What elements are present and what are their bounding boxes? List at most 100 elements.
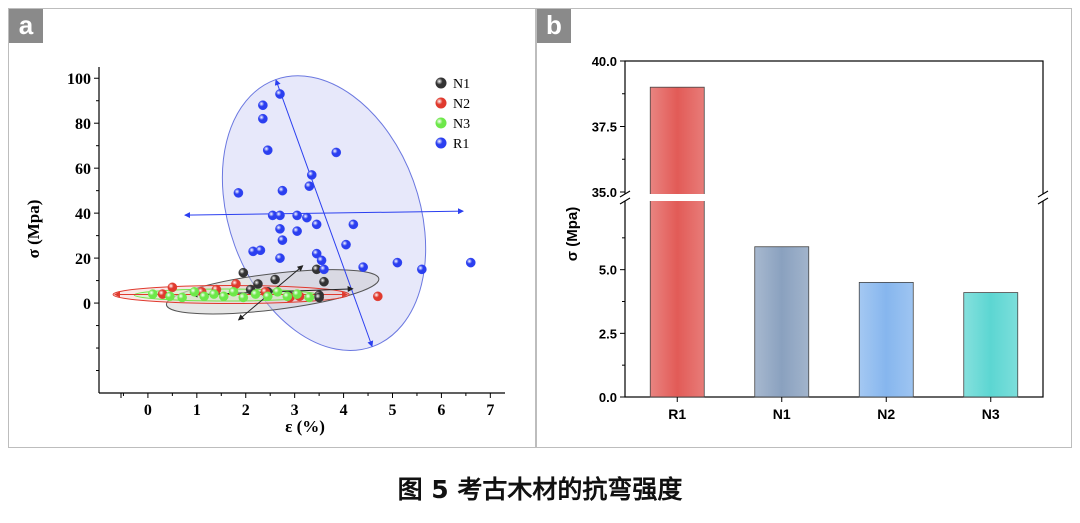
point-N3 bbox=[189, 287, 200, 297]
y-tick-label: 100 bbox=[67, 71, 91, 88]
x-tick-label: R1 bbox=[668, 406, 686, 422]
legend-label-N2: N2 bbox=[453, 97, 470, 112]
x-tick-label: 5 bbox=[388, 402, 396, 419]
legend-label-N3: N3 bbox=[453, 117, 470, 132]
point-N3 bbox=[165, 291, 175, 302]
point-N3 bbox=[250, 289, 261, 299]
scatter-chart: 0 1 2 3 4 5 6 7 0 20 40 60 80 100 ε (%) σ (Mpa) N1 N2 N3 R1 bbox=[24, 67, 505, 436]
point-N3 bbox=[228, 287, 239, 297]
panel-b-tag: b bbox=[537, 9, 571, 43]
x-tick-label: 1 bbox=[193, 402, 201, 419]
point-R1 bbox=[292, 210, 302, 221]
point-R1 bbox=[275, 210, 285, 221]
point-R1 bbox=[311, 248, 322, 259]
point-R1 bbox=[331, 147, 342, 158]
point-R1 bbox=[255, 245, 266, 256]
legend-marker-N1 bbox=[435, 77, 447, 89]
figure-caption: 图 5 考古木材的抗弯强度 bbox=[397, 475, 683, 504]
legend-label-R1: R1 bbox=[453, 137, 469, 152]
panel-a-tag: a bbox=[9, 9, 43, 43]
point-R1 bbox=[258, 113, 268, 124]
point-N1 bbox=[319, 276, 329, 287]
legend-marker-R1 bbox=[435, 137, 447, 149]
x-tick-label: 2 bbox=[242, 402, 250, 419]
point-R1 bbox=[306, 170, 317, 180]
y-axis-label: σ (Mpa) bbox=[564, 207, 581, 261]
point-N3 bbox=[272, 287, 283, 297]
bar-chart: R1 N1 N2 N3 0.0 2.5 5.0 35.0 37.5 40.0 σ (Mpa) bbox=[564, 54, 1055, 422]
legend-marker-N2 bbox=[435, 97, 447, 109]
point-N1 bbox=[314, 292, 324, 303]
plot-frame bbox=[624, 60, 1044, 398]
y-tick-label: 0.0 bbox=[599, 390, 617, 405]
x-tick-label: N3 bbox=[982, 406, 1000, 422]
bar-R1 bbox=[649, 86, 705, 398]
y-tick-label: 5.0 bbox=[599, 263, 617, 278]
axis-break-mark bbox=[1037, 190, 1049, 198]
x-axis-label: ε (%) bbox=[285, 417, 325, 436]
point-R1 bbox=[258, 100, 268, 111]
point-N3 bbox=[148, 289, 158, 299]
point-R1 bbox=[275, 89, 285, 99]
bar-N3 bbox=[963, 292, 1019, 398]
point-N3 bbox=[218, 291, 229, 302]
point-R1 bbox=[302, 212, 312, 223]
x-tick-label: 3 bbox=[291, 402, 299, 419]
point-N1 bbox=[253, 279, 263, 289]
point-R1 bbox=[358, 262, 368, 272]
point-R1 bbox=[319, 264, 329, 275]
y-tick-label: 37.5 bbox=[592, 120, 617, 135]
y-tick-label: 60 bbox=[75, 161, 91, 178]
point-R1 bbox=[316, 255, 327, 266]
point-N1 bbox=[238, 267, 249, 278]
x-tick-label: 6 bbox=[437, 402, 445, 419]
y-tick-label: 80 bbox=[75, 116, 91, 133]
x-tick-label: 4 bbox=[340, 402, 348, 419]
y-tick-label: 35.0 bbox=[592, 185, 617, 200]
x-tick-label: N1 bbox=[773, 406, 791, 422]
point-N3 bbox=[304, 292, 315, 303]
point-R1 bbox=[417, 264, 427, 275]
x-tick-label: 7 bbox=[486, 402, 494, 419]
point-R1 bbox=[311, 219, 322, 230]
point-R1 bbox=[292, 226, 302, 236]
legend-label-N1: N1 bbox=[453, 77, 470, 92]
y-tick-label: 40 bbox=[75, 206, 91, 223]
x-tick-label: 0 bbox=[144, 402, 152, 419]
axis-break-gap bbox=[613, 194, 1055, 201]
y-tick-label: 0 bbox=[83, 296, 91, 313]
point-R1 bbox=[304, 181, 315, 191]
point-R1 bbox=[465, 257, 476, 268]
point-N3 bbox=[292, 289, 302, 299]
point-N2 bbox=[373, 291, 383, 302]
x-tick-label: N2 bbox=[877, 406, 895, 422]
point-R1 bbox=[275, 224, 285, 234]
y-tick-label: 20 bbox=[75, 251, 91, 268]
panel-a: a 0 1 2 3 4 5 6 7 0 20 40 60 80 100 ε (%) σ (Mpa) N1 N2 N3… bbox=[8, 8, 536, 448]
point-N3 bbox=[199, 291, 209, 302]
axis-break-mark bbox=[1037, 197, 1049, 205]
bar-N1 bbox=[754, 246, 810, 398]
y-tick-label: 40.0 bbox=[592, 54, 617, 69]
point-N3 bbox=[282, 291, 293, 302]
point-N3 bbox=[177, 292, 187, 303]
ellipse-R1-minor-axis bbox=[274, 79, 374, 348]
point-R1 bbox=[348, 219, 359, 230]
axis-break-mark bbox=[619, 197, 631, 205]
panel-b: b R1 N1 N2 N3 0.0 2.5 5.0 35.0 37.5 40.0 σ (Mpa) bbox=[536, 8, 1072, 448]
bar-N2 bbox=[858, 281, 914, 398]
point-N3 bbox=[262, 291, 273, 302]
point-N3 bbox=[238, 292, 249, 303]
legend-marker-N3 bbox=[435, 117, 447, 129]
point-R1 bbox=[233, 188, 244, 198]
point-N2 bbox=[167, 282, 178, 293]
y-tick-label: 2.5 bbox=[599, 326, 617, 341]
point-R1 bbox=[341, 239, 351, 250]
point-R1 bbox=[392, 257, 403, 268]
point-N1 bbox=[270, 274, 280, 285]
axis-break-mark bbox=[619, 190, 631, 198]
point-R1 bbox=[277, 235, 288, 245]
point-N3 bbox=[209, 289, 219, 299]
point-R1 bbox=[275, 253, 285, 263]
point-R1 bbox=[262, 145, 273, 155]
